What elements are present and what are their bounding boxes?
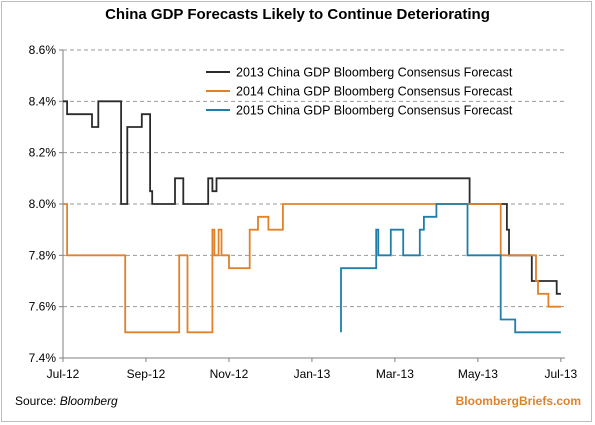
y-tick-label: 8.2%	[29, 146, 57, 160]
series-line-2015	[340, 203, 561, 334]
brand-credit: BloombergBriefs.com	[455, 394, 581, 408]
x-axis-ticks: Jul-12 Sep-12 Nov-12 Jan-13 Mar-13 May-13 Jul-…	[47, 358, 578, 381]
series-lines	[63, 100, 561, 334]
legend-label: 2015 China GDP Bloomberg Consensus Forec…	[236, 104, 513, 118]
source-prefix: Source:	[15, 394, 60, 408]
y-tick-label: 8.0%	[29, 197, 57, 211]
y-tick-label: 8.6%	[29, 43, 57, 57]
y-tick-label: 7.6%	[29, 300, 57, 314]
y-tick-label: 7.4%	[29, 351, 57, 365]
x-tick-label: Mar-13	[376, 367, 414, 381]
legend-label: 2014 China GDP Bloomberg Consensus Forec…	[236, 85, 513, 99]
x-tick-label: Jan-13	[294, 367, 331, 381]
y-tick-label: 8.4%	[29, 94, 57, 108]
x-tick-label: May-13	[458, 367, 498, 381]
x-tick-label: Jul-12	[47, 367, 80, 381]
x-tick-label: Sep-12	[127, 367, 166, 381]
legend: 2013 China GDP Bloomberg Consensus Forec…	[206, 66, 513, 118]
source-name: Bloomberg	[59, 394, 118, 408]
source-note: Source: Bloomberg	[15, 394, 118, 408]
y-tick-label: 7.8%	[29, 248, 57, 262]
y-axis-ticks: 7.4% 7.6% 7.8% 8.0% 8.2% 8.4% 8.6%	[29, 43, 63, 365]
legend-label: 2013 China GDP Bloomberg Consensus Forec…	[236, 66, 513, 80]
series-line-2014	[63, 203, 561, 334]
x-tick-label: Nov-12	[210, 367, 249, 381]
chart-title: China GDP Forecasts Likely to Continue D…	[105, 6, 490, 23]
series-line-2013	[63, 100, 561, 295]
x-tick-label: Jul-13	[545, 367, 578, 381]
